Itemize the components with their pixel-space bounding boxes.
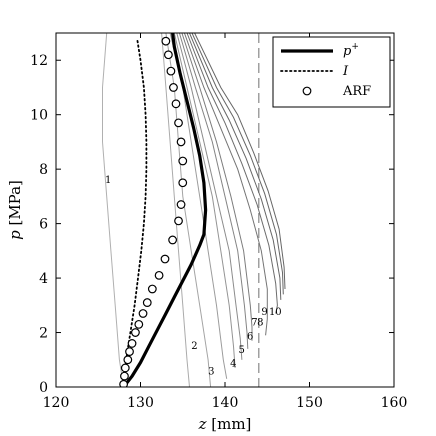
x-tick-label-130: 130: [127, 395, 154, 411]
series-ARF-point-10: [142, 298, 152, 307]
series-ARF-point-1: [119, 379, 128, 387]
series-group: [102, 33, 286, 387]
y-tick-label-4: 4: [39, 271, 48, 287]
curve-label-2: 2: [191, 341, 197, 352]
series-ARF-point-22: [169, 83, 178, 92]
x-tick-label-160: 160: [381, 395, 408, 411]
x-axis-label: z [mm]: [198, 415, 252, 433]
legend-label-p_plus: p+: [343, 42, 359, 59]
series-ARF-point-4: [123, 355, 133, 365]
legend-label-I: I: [342, 64, 349, 79]
series-ARF-point-13: [160, 254, 170, 264]
series-ARF-point-18: [178, 156, 188, 166]
legend-label-text-ARF: ARF: [342, 84, 371, 99]
series-ARF-point-16: [176, 200, 186, 209]
series-ARF-point-7: [131, 328, 140, 337]
series-ARF-point-20: [174, 118, 183, 128]
family-curve-3: [165, 33, 212, 387]
x-tick-label-140: 140: [212, 395, 239, 411]
series-I-line: [122, 37, 148, 387]
curve-label-4: 4: [230, 359, 236, 370]
series-ARF-point-19: [176, 137, 186, 147]
series-ARF-point-23: [166, 66, 176, 76]
x-axis-label-var: z: [198, 415, 212, 433]
legend-box: [272, 36, 391, 108]
family-curve-extra-1: [189, 33, 282, 300]
series-ARF-point-2: [120, 371, 129, 381]
y-axis-label-var: p: [6, 226, 24, 240]
family-curve-5: [173, 33, 236, 368]
y-axis-label: p [MPa]: [6, 180, 24, 240]
family-curve-7: [178, 33, 249, 349]
legend-label-text-p_plus: p: [343, 44, 352, 59]
family-curve-1: [102, 33, 125, 387]
series-ARF-point-25: [161, 36, 171, 46]
series-ARF-point-5: [125, 347, 134, 357]
curve-label-6: 6: [247, 331, 253, 342]
series-ARF-point-8: [134, 319, 144, 329]
series-ARF-point-14: [168, 235, 178, 245]
series-ARF-point-24: [163, 50, 173, 60]
series-ARF-point-17: [178, 178, 188, 188]
y-axis-label-unit: [MPa]: [6, 180, 24, 225]
x-axis-label-unit: [mm]: [211, 415, 251, 433]
curve-label-3: 3: [208, 367, 214, 378]
legend: p+ I ARF: [272, 36, 391, 108]
curve-label-8: 8: [257, 318, 263, 329]
curve-label-10: 10: [269, 307, 282, 318]
series-ARF-point-21: [171, 99, 181, 109]
series-ARF-point-15: [174, 216, 183, 226]
legend-label-text-I: I: [342, 64, 349, 79]
legend-swatch-ARF: [302, 86, 312, 96]
legend-label-ARF: ARF: [342, 84, 371, 99]
series-ARF-point-3: [120, 363, 130, 373]
family-curve-10: [186, 33, 278, 314]
series-ARF-point-12: [154, 270, 164, 280]
curve-label-5: 5: [239, 345, 245, 356]
family-curve-8: [181, 33, 253, 341]
family-curve-6: [176, 33, 243, 360]
legend-label-sup-p_plus: +: [351, 42, 359, 52]
curve-label-9: 9: [261, 307, 267, 318]
x-tick-label-120: 120: [43, 395, 70, 411]
curve-label-7: 7: [251, 318, 257, 329]
y-tick-label-2: 2: [39, 326, 48, 342]
y-tick-label-8: 8: [39, 162, 48, 178]
y-tick-label-10: 10: [30, 108, 48, 124]
curve-label-1: 1: [105, 175, 111, 186]
family-curve-extra-2: [191, 33, 284, 295]
family-curve-9: [183, 33, 268, 336]
y-tick-label-0: 0: [39, 380, 48, 396]
family-curve-extra-3: [194, 33, 286, 290]
series-ARF-point-6: [127, 339, 137, 348]
series-ARF-point-11: [147, 284, 157, 294]
series-p-plus-line: [122, 33, 208, 387]
y-tick-label-6: 6: [39, 217, 48, 233]
x-tick-label-150: 150: [296, 395, 323, 411]
y-tick-label-12: 12: [30, 53, 48, 69]
plot-area: 1 2 3 456 7 89 10: [102, 33, 286, 387]
series-ARF-point-9: [138, 309, 148, 318]
